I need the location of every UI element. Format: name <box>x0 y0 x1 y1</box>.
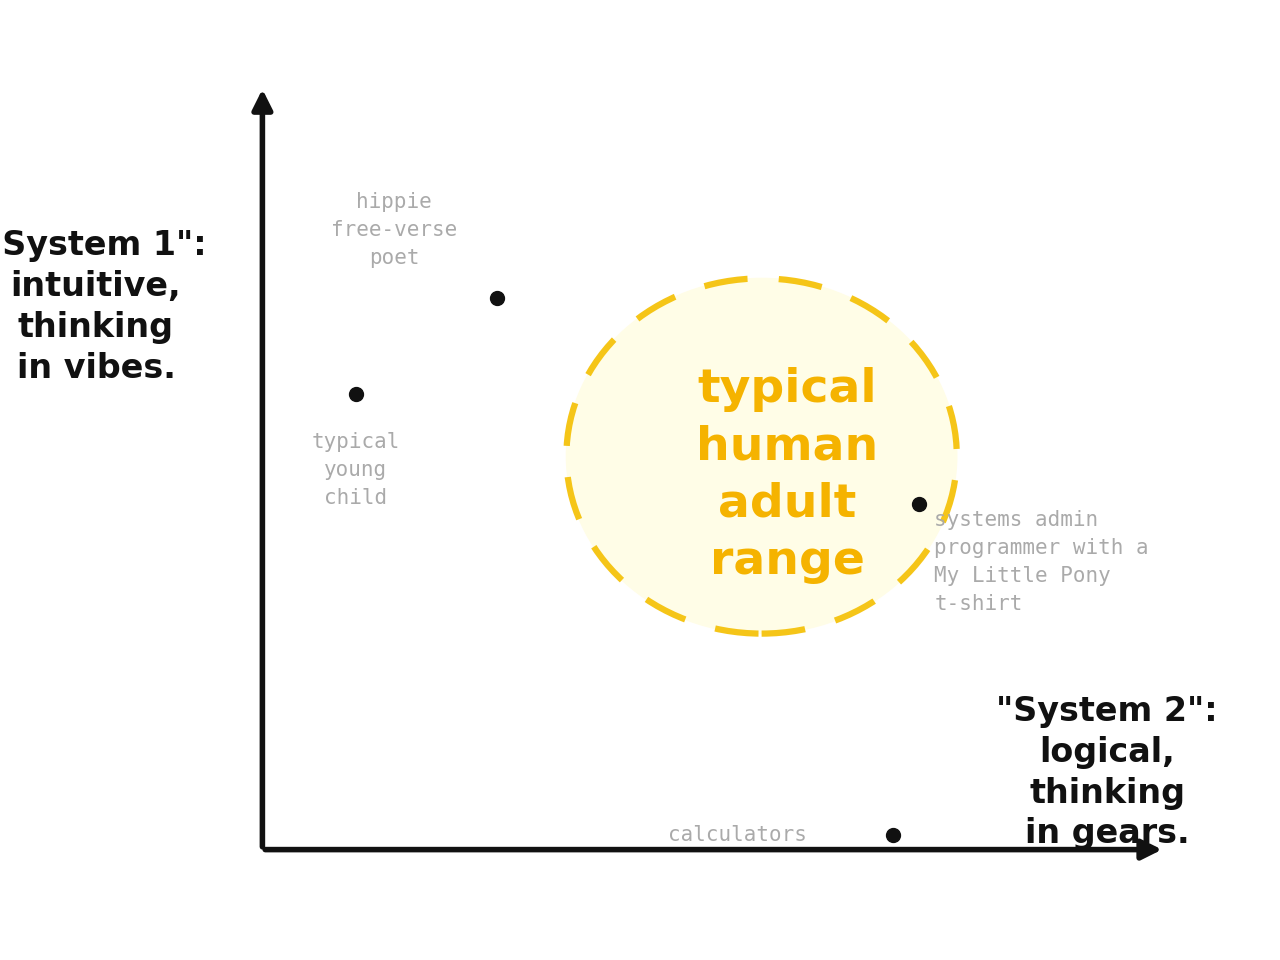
Text: "System 1":
intuitive,
thinking
in vibes.: "System 1": intuitive, thinking in vibes… <box>0 229 207 385</box>
Text: typical
human
adult
range: typical human adult range <box>696 367 878 584</box>
Ellipse shape <box>566 278 957 634</box>
Point <box>346 386 366 401</box>
Point <box>486 290 507 305</box>
Text: typical
young
child: typical young child <box>311 432 401 509</box>
Point <box>909 496 929 512</box>
Text: systems admin
programmer with a
My Little Pony
t-shirt: systems admin programmer with a My Littl… <box>934 510 1149 613</box>
Text: calculators: calculators <box>668 826 806 845</box>
Text: "System 2":
logical,
thinking
in gears.: "System 2": logical, thinking in gears. <box>996 695 1219 851</box>
Text: hippie
free-verse
poet: hippie free-verse poet <box>332 192 457 269</box>
Point <box>883 828 904 843</box>
